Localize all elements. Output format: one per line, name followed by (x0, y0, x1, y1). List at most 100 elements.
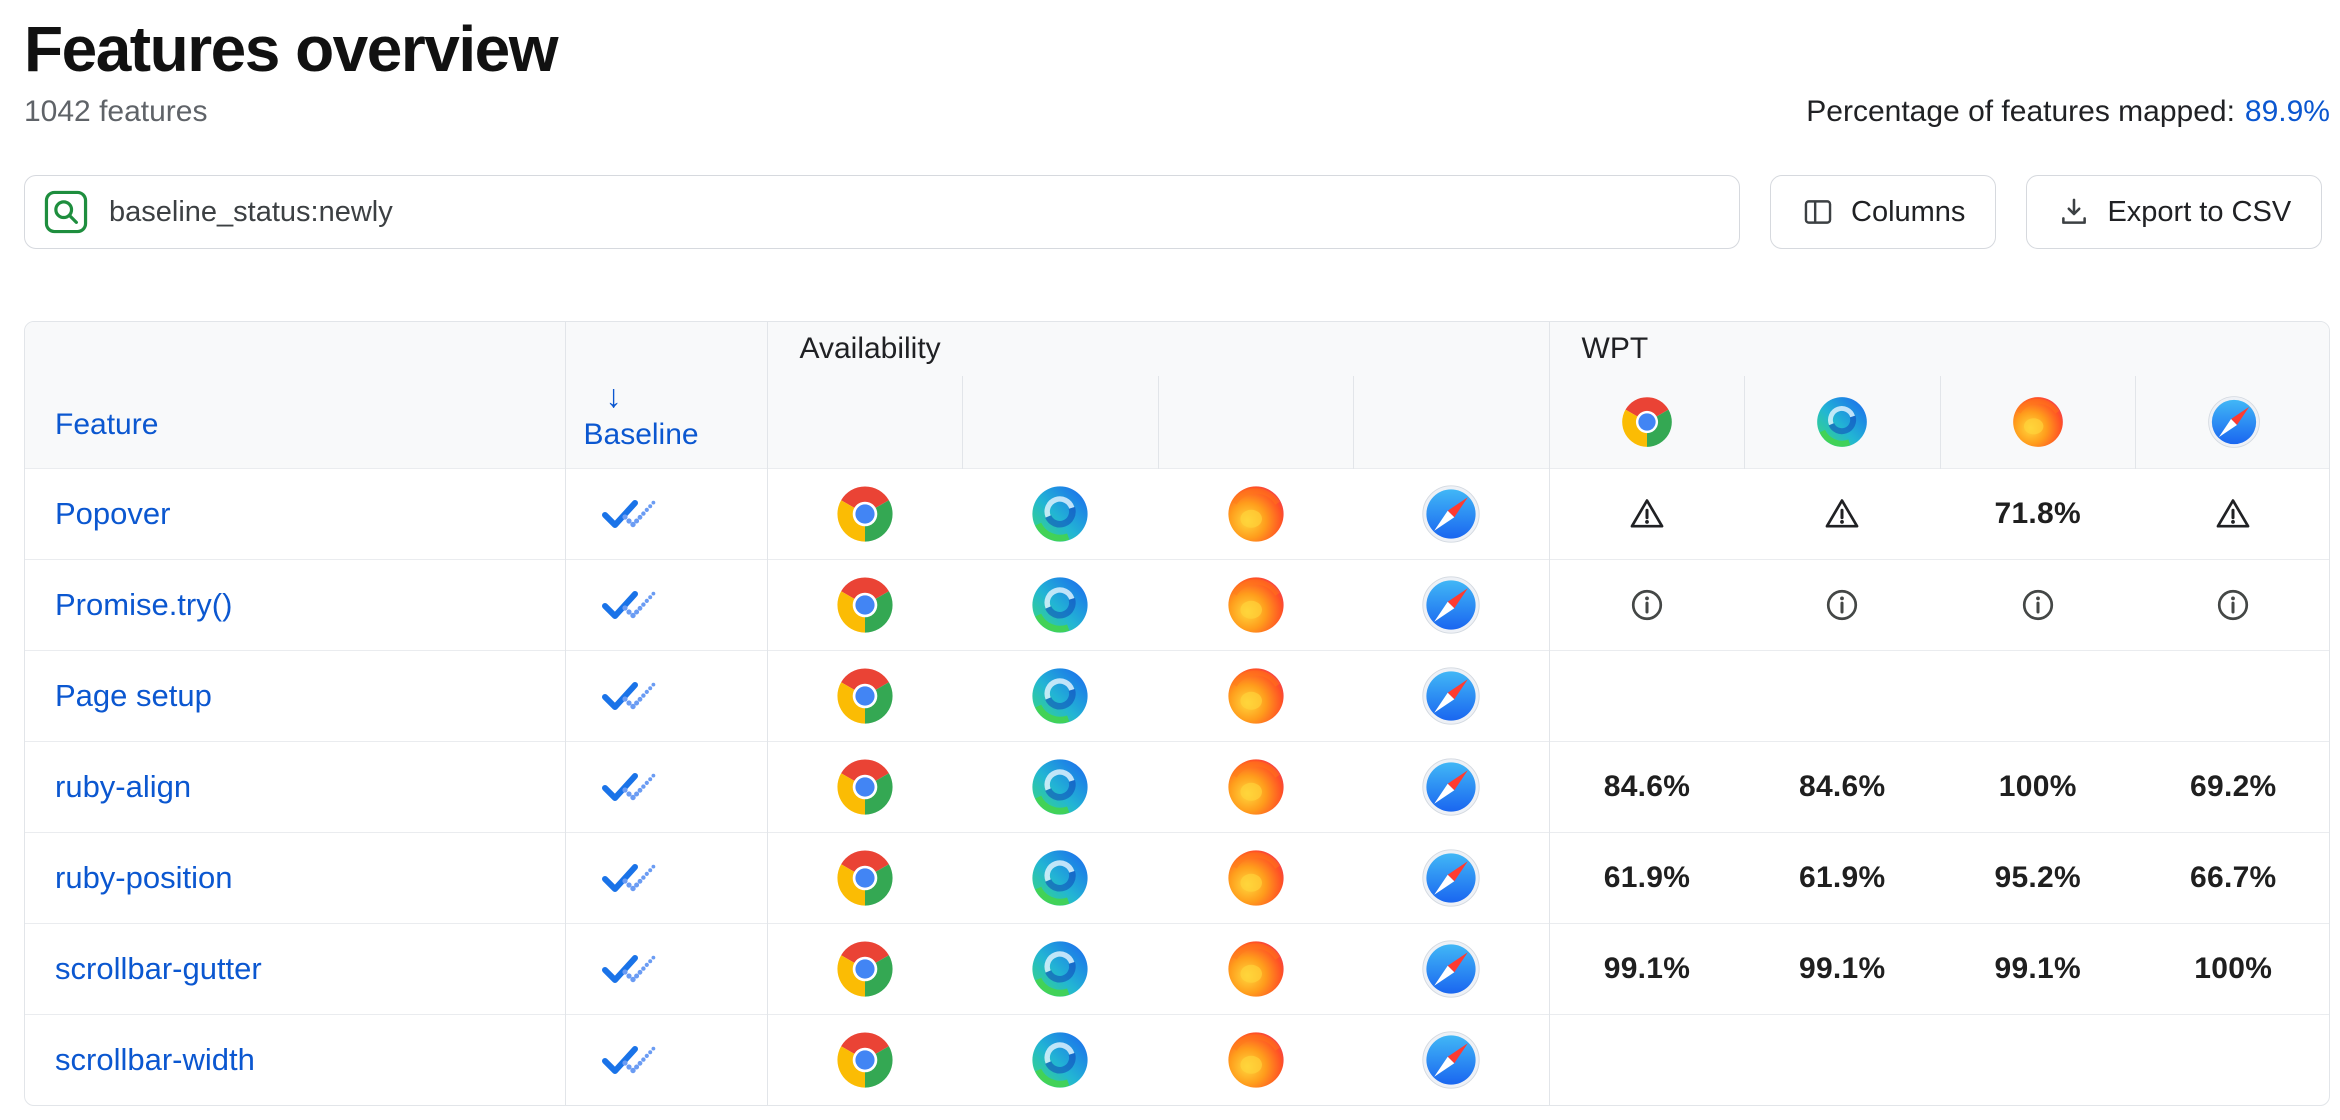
info-icon[interactable] (2214, 586, 2252, 624)
group-header-wpt: WPT (1548, 322, 2329, 377)
chrome-icon (835, 757, 895, 817)
wpt-score: 84.6% (1798, 769, 1886, 803)
wpt-score: 61.9% (1603, 860, 1691, 894)
wpt-score: 95.2% (1994, 860, 2082, 894)
search-box[interactable] (24, 175, 1740, 250)
feature-header-label: Feature (55, 407, 159, 441)
baseline-newly-icon (598, 767, 662, 807)
chrome-icon (835, 848, 895, 908)
edge-icon (1030, 848, 1090, 908)
table-body: Popover 71.8% Promise.try() (25, 467, 2329, 1106)
chrome-icon (835, 1030, 895, 1090)
warning-icon[interactable] (2214, 495, 2252, 533)
chrome-icon (835, 666, 895, 726)
safari-icon (1421, 757, 1481, 817)
info-icon[interactable] (1628, 586, 1666, 624)
table-row: ruby-align 84.6% 84.6% 100% 69.2% (25, 740, 2329, 833)
edge-icon (1030, 484, 1090, 544)
search-input[interactable] (107, 194, 1721, 230)
feature-link[interactable]: scrollbar-gutter (55, 950, 262, 986)
wpt-score: 100% (1998, 769, 2077, 803)
safari-icon (1421, 666, 1481, 726)
firefox-icon (1226, 666, 1286, 726)
edge-icon (1030, 575, 1090, 635)
baseline-header-label: Baseline (583, 417, 699, 451)
baseline-newly-icon (598, 676, 662, 716)
baseline-newly-icon (598, 858, 662, 898)
info-icon[interactable] (2019, 586, 2057, 624)
firefox-icon (1226, 848, 1286, 908)
edge-icon (1030, 757, 1090, 817)
table-row: scrollbar-width (25, 1013, 2329, 1106)
firefox-icon (1226, 484, 1286, 544)
mapped-percentage-link[interactable]: 89.9% (2244, 95, 2330, 129)
page-title: Features overview (24, 13, 559, 85)
availability-edge-column-header (962, 376, 1158, 469)
table-row: Popover 71.8% (25, 467, 2329, 560)
warning-icon[interactable] (1823, 495, 1861, 533)
firefox-icon (1226, 757, 1286, 817)
edge-icon (1030, 939, 1090, 999)
wpt-chrome-column-header (1548, 376, 1745, 469)
info-icon[interactable] (1823, 586, 1861, 624)
chrome-icon (1620, 395, 1674, 449)
mapped-percentage-label: Percentage of features mapped: (1806, 95, 2235, 129)
firefox-icon (1226, 1030, 1286, 1090)
feature-link[interactable]: ruby-position (55, 859, 233, 895)
chrome-icon (835, 575, 895, 635)
wpt-score: 69.2% (2189, 769, 2277, 803)
safari-icon (1421, 1030, 1481, 1090)
columns-button[interactable]: Columns (1770, 175, 1997, 250)
wpt-edge-column-header (1744, 376, 1940, 469)
availability-chrome-column-header (766, 376, 963, 469)
availability-safari-column-header (1353, 376, 1549, 469)
feature-link[interactable]: Promise.try() (55, 586, 233, 622)
baseline-newly-icon (598, 494, 662, 534)
table-row: Page setup (25, 649, 2329, 742)
export-csv-button-label: Export to CSV (2107, 195, 2292, 228)
wpt-score: 71.8% (1994, 496, 2082, 530)
wpt-score: 99.1% (1994, 951, 2082, 985)
edge-icon (1030, 666, 1090, 726)
feature-link[interactable]: Popover (55, 495, 171, 531)
feature-link[interactable]: Page setup (55, 677, 212, 713)
baseline-newly-icon (598, 1040, 662, 1080)
table-header: Feature ↓ Baseline Availability WPT (25, 322, 2329, 469)
download-icon (2057, 195, 2091, 229)
table-row: scrollbar-gutter 99.1% 99.1% 99.1% 100% (25, 922, 2329, 1015)
wpt-score: 100% (2194, 951, 2273, 985)
column-header-baseline[interactable]: ↓ Baseline (564, 322, 767, 469)
sort-descending-arrow-icon: ↓ (605, 377, 622, 414)
chrome-icon (835, 939, 895, 999)
availability-firefox-column-header (1157, 376, 1354, 469)
mapped-percentage: Percentage of features mapped: 89.9% (1806, 95, 2330, 129)
safari-icon (1421, 939, 1481, 999)
columns-icon (1801, 195, 1835, 229)
warning-icon[interactable] (1628, 495, 1666, 533)
column-header-feature[interactable]: Feature (25, 322, 565, 469)
baseline-newly-icon (598, 949, 662, 989)
feature-link[interactable]: ruby-align (55, 768, 192, 804)
safari-icon (2207, 395, 2261, 449)
safari-icon (1421, 575, 1481, 635)
meta-row: 1042 features Percentage of features map… (24, 95, 2330, 129)
feature-link[interactable]: scrollbar-width (55, 1041, 255, 1077)
wpt-score: 61.9% (1798, 860, 1886, 894)
table-row: ruby-position 61.9% 61.9% 95.2% 66.7% (25, 831, 2329, 924)
baseline-newly-icon (598, 585, 662, 625)
search-icon (43, 189, 89, 235)
group-header-availability: Availability (766, 322, 1549, 377)
safari-icon (1421, 848, 1481, 908)
chrome-icon (835, 484, 895, 544)
edge-icon (1815, 395, 1869, 449)
safari-icon (1421, 484, 1481, 544)
firefox-icon (1226, 939, 1286, 999)
wpt-score: 99.1% (1798, 951, 1886, 985)
columns-button-label: Columns (1851, 195, 1966, 228)
edge-icon (1030, 1030, 1090, 1090)
wpt-score: 84.6% (1603, 769, 1691, 803)
wpt-firefox-column-header (1939, 376, 2136, 469)
firefox-icon (1226, 575, 1286, 635)
export-csv-button[interactable]: Export to CSV (2026, 175, 2323, 250)
